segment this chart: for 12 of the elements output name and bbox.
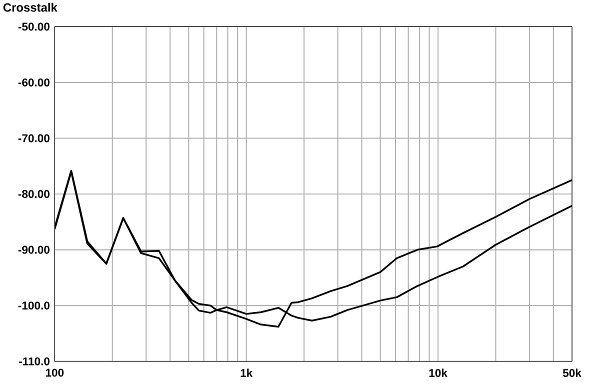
y-tick-label: -100.0 <box>18 302 50 310</box>
x-tick-label: 1k <box>240 368 253 377</box>
y-tick-label: -50.00 <box>18 22 50 31</box>
y-tick-label: -70.00 <box>18 134 50 142</box>
y-tick-label: -90.00 <box>18 246 50 254</box>
x-tick-label: 50k <box>562 368 582 377</box>
x-tick-label: 10k <box>429 368 448 377</box>
y-tick-label: -60.00 <box>18 78 50 86</box>
y-tick-label: -110.0 <box>19 357 50 366</box>
chart-title: Crosstalk <box>3 2 58 12</box>
y-tick-label: -80.00 <box>18 190 50 198</box>
x-tick-label: 100 <box>46 368 64 377</box>
